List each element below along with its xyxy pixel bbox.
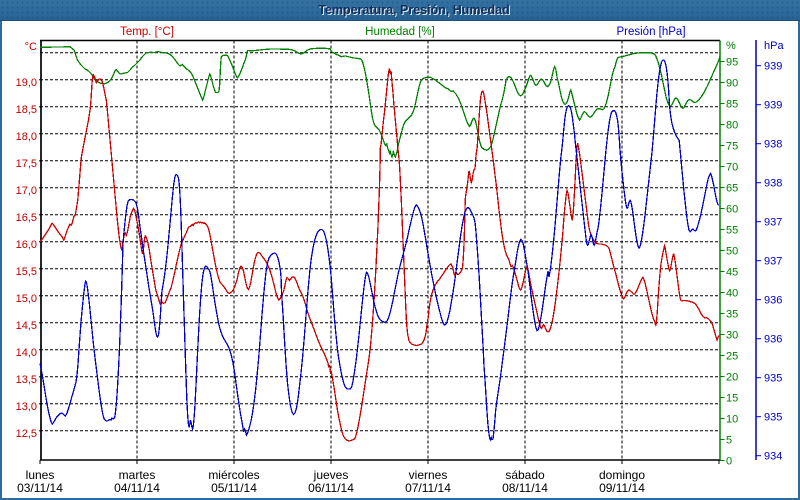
svg-text:50: 50 — [726, 246, 738, 258]
svg-text:20: 20 — [726, 372, 738, 384]
svg-text:martes: martes — [119, 468, 156, 482]
svg-text:06/11/14: 06/11/14 — [308, 481, 354, 495]
svg-text:04/11/14: 04/11/14 — [114, 481, 160, 495]
svg-text:12,5: 12,5 — [16, 428, 37, 440]
svg-text:0: 0 — [726, 456, 732, 468]
svg-text:40: 40 — [726, 288, 738, 300]
svg-text:Presión [hPa]: Presión [hPa] — [616, 26, 685, 38]
svg-text:25: 25 — [726, 351, 738, 363]
svg-text:16,5: 16,5 — [16, 212, 37, 224]
svg-text:18,5: 18,5 — [16, 104, 37, 116]
svg-text:935: 935 — [764, 412, 782, 424]
svg-text:60: 60 — [726, 204, 738, 216]
svg-text:937: 937 — [764, 217, 782, 229]
svg-text:15,5: 15,5 — [16, 266, 37, 278]
svg-text:65: 65 — [726, 183, 738, 195]
svg-text:15,0: 15,0 — [16, 293, 37, 305]
svg-text:15: 15 — [726, 393, 738, 405]
svg-text:jueves: jueves — [313, 468, 349, 482]
svg-text:viernes: viernes — [409, 468, 448, 482]
svg-text:Temp. [°C]: Temp. [°C] — [120, 26, 174, 38]
svg-text:75: 75 — [726, 141, 738, 153]
svg-text:939: 939 — [764, 100, 782, 112]
svg-text:13,5: 13,5 — [16, 374, 37, 386]
svg-text:17,0: 17,0 — [16, 185, 37, 197]
svg-text:70: 70 — [726, 162, 738, 174]
svg-text:07/11/14: 07/11/14 — [405, 481, 451, 495]
svg-text:19,0: 19,0 — [16, 77, 37, 89]
svg-text:05/11/14: 05/11/14 — [211, 481, 257, 495]
svg-text:80: 80 — [726, 120, 738, 132]
svg-text:95: 95 — [726, 57, 738, 69]
svg-text:09/11/14: 09/11/14 — [599, 481, 645, 495]
svg-text:domingo: domingo — [599, 468, 645, 482]
svg-text:miércoles: miércoles — [208, 468, 259, 482]
svg-text:13,0: 13,0 — [16, 401, 37, 413]
svg-text:35: 35 — [726, 309, 738, 321]
svg-text:16,0: 16,0 — [16, 239, 37, 251]
svg-text:937: 937 — [764, 256, 782, 268]
svg-text:10: 10 — [726, 414, 738, 426]
svg-text:18,0: 18,0 — [16, 131, 37, 143]
svg-text:938: 938 — [764, 178, 782, 190]
svg-text:936: 936 — [764, 334, 782, 346]
svg-text:14,0: 14,0 — [16, 347, 37, 359]
svg-text:sábado: sábado — [505, 468, 545, 482]
svg-text:45: 45 — [726, 267, 738, 279]
svg-text:14,5: 14,5 — [16, 320, 37, 332]
svg-text:5: 5 — [726, 435, 732, 447]
svg-text:934: 934 — [764, 451, 782, 463]
svg-text:938: 938 — [764, 139, 782, 151]
svg-text:lunes: lunes — [26, 468, 55, 482]
svg-text:hPa: hPa — [764, 40, 784, 52]
svg-text:%: % — [726, 40, 736, 52]
svg-text:90: 90 — [726, 78, 738, 90]
svg-text:30: 30 — [726, 330, 738, 342]
svg-text:935: 935 — [764, 373, 782, 385]
svg-text:08/11/14: 08/11/14 — [502, 481, 548, 495]
svg-text:939: 939 — [764, 61, 782, 73]
svg-text:936: 936 — [764, 295, 782, 307]
svg-text:03/11/14: 03/11/14 — [17, 481, 63, 495]
svg-text:°C: °C — [25, 41, 37, 53]
svg-text:17,5: 17,5 — [16, 158, 37, 170]
svg-text:Humedad [%]: Humedad [%] — [365, 26, 435, 38]
svg-text:85: 85 — [726, 99, 738, 111]
svg-text:55: 55 — [726, 225, 738, 237]
